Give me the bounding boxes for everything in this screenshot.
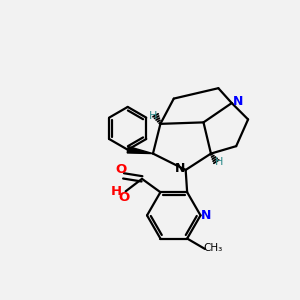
Text: O: O: [116, 163, 127, 176]
Text: CH₃: CH₃: [204, 243, 223, 254]
Text: N: N: [233, 95, 244, 108]
Text: H: H: [215, 157, 224, 167]
Polygon shape: [127, 146, 153, 154]
Text: N: N: [175, 162, 185, 175]
Text: N: N: [201, 209, 211, 222]
Text: O: O: [118, 191, 130, 204]
Text: H: H: [149, 110, 157, 121]
Text: H: H: [111, 185, 122, 198]
